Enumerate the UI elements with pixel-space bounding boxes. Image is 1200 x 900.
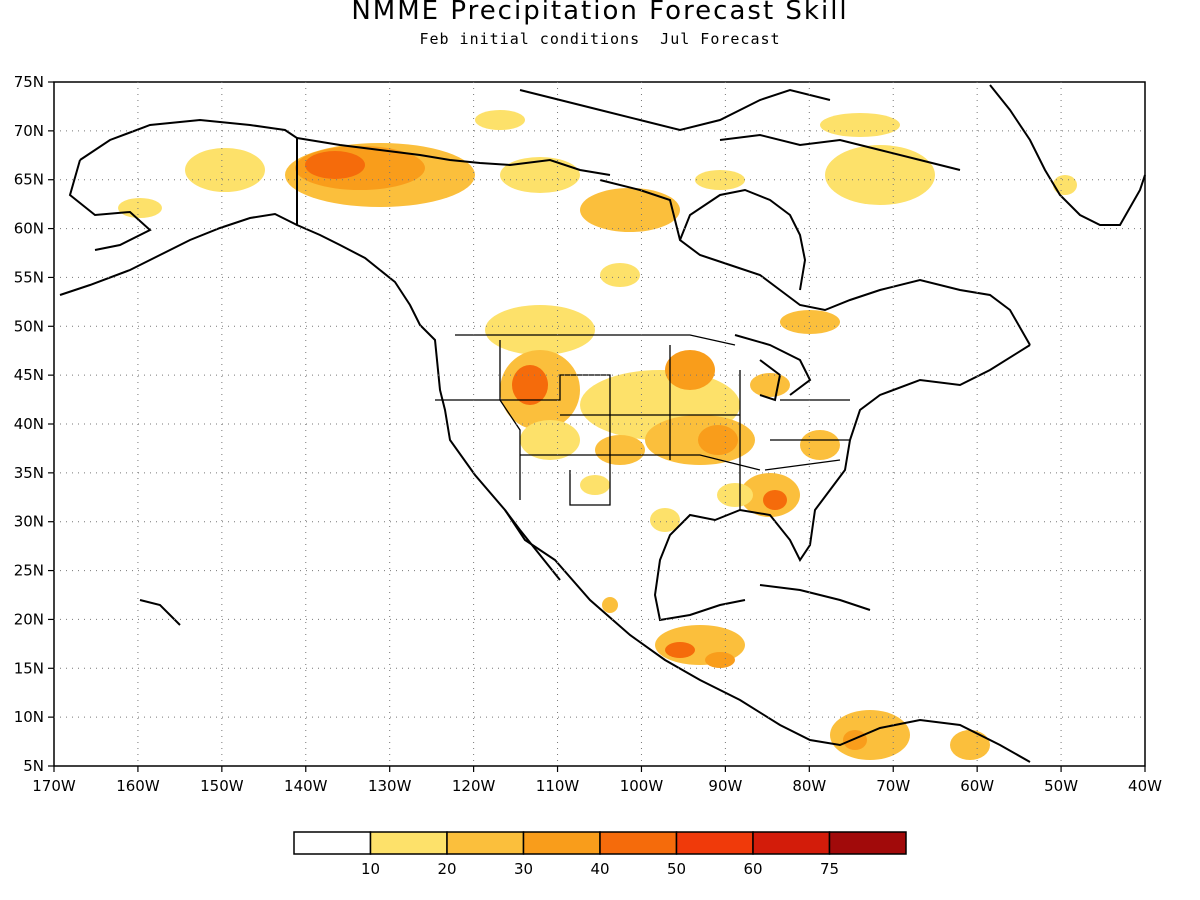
lon-label: 160W bbox=[116, 777, 160, 795]
lon-label: 120W bbox=[452, 777, 496, 795]
lat-label: 15N bbox=[14, 659, 44, 677]
axis-ticks bbox=[48, 81, 1146, 772]
colorbar-label: 60 bbox=[743, 860, 762, 878]
lat-label: 70N bbox=[14, 122, 44, 140]
lon-label: 150W bbox=[200, 777, 244, 795]
map-subtitle: Feb initial conditions Jul Forecast bbox=[419, 30, 781, 48]
colorbar-swatch bbox=[369, 831, 448, 855]
colorbar-swatch bbox=[752, 831, 831, 855]
colorbar-label: 40 bbox=[590, 860, 609, 878]
lat-label: 60N bbox=[14, 220, 44, 238]
lat-label: 20N bbox=[14, 610, 44, 628]
colorbar-swatch bbox=[446, 831, 525, 855]
colorbar-swatch bbox=[599, 831, 678, 855]
lon-label: 100W bbox=[620, 777, 664, 795]
coastlines bbox=[59, 84, 1146, 763]
gridlines bbox=[54, 82, 1145, 766]
colorbar-labels: 10 20 30 40 50 60 75 bbox=[361, 860, 839, 878]
colorbar-label: 50 bbox=[667, 860, 686, 878]
colorbar-label: 20 bbox=[437, 860, 456, 878]
lon-label: 170W bbox=[32, 777, 76, 795]
map-title: NMME Precipitation Forecast Skill bbox=[351, 0, 849, 26]
lat-label: 5N bbox=[23, 757, 44, 775]
colorbar-swatch bbox=[522, 831, 601, 855]
lat-label: 50N bbox=[14, 317, 44, 335]
lon-label: 40W bbox=[1128, 777, 1162, 795]
lon-label: 70W bbox=[876, 777, 910, 795]
colorbar-swatch bbox=[828, 831, 907, 855]
lat-label: 10N bbox=[14, 708, 44, 726]
lon-label: 80W bbox=[792, 777, 826, 795]
lat-label: 75N bbox=[14, 73, 44, 91]
lat-label: 55N bbox=[14, 268, 44, 286]
colorbar bbox=[293, 831, 907, 855]
lat-label: 25N bbox=[14, 562, 44, 580]
lon-label: 140W bbox=[284, 777, 328, 795]
political-borders bbox=[435, 334, 850, 510]
lat-label: 65N bbox=[14, 171, 44, 189]
longitude-labels: 170W 160W 150W 140W 130W 120W 110W 100W 90W 80W 70… bbox=[32, 777, 1162, 795]
lat-label: 40N bbox=[14, 415, 44, 433]
lon-label: 50W bbox=[1044, 777, 1078, 795]
lat-label: 30N bbox=[14, 513, 44, 531]
colorbar-label: 75 bbox=[820, 860, 839, 878]
colorbar-swatch bbox=[293, 831, 372, 855]
lat-label: 35N bbox=[14, 464, 44, 482]
colorbar-swatch bbox=[675, 831, 754, 855]
latitude-labels: 75N 70N 65N 60N 55N 50N 45N 40N 35N 30N 25N 20N 15N 1… bbox=[14, 73, 44, 775]
skill-shading bbox=[118, 110, 1077, 760]
lat-label: 45N bbox=[14, 366, 44, 384]
lon-label: 60W bbox=[960, 777, 994, 795]
colorbar-label: 10 bbox=[361, 860, 380, 878]
colorbar-label: 30 bbox=[514, 860, 533, 878]
lon-label: 110W bbox=[536, 777, 580, 795]
lon-label: 130W bbox=[368, 777, 412, 795]
lon-label: 90W bbox=[708, 777, 742, 795]
